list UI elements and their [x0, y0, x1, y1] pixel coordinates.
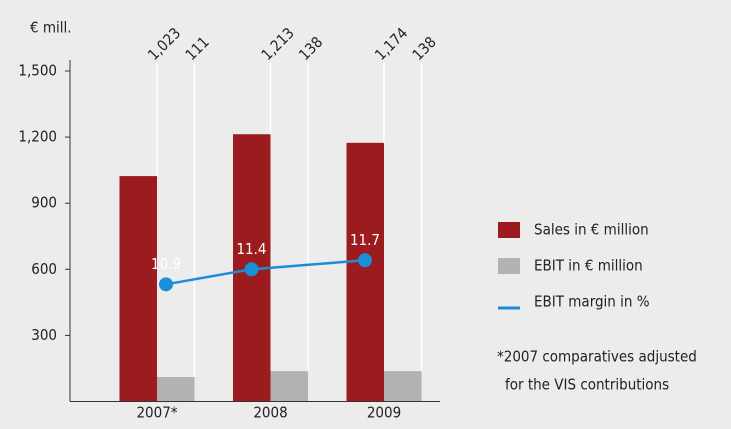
data-label: 11.4 [236, 240, 266, 258]
line-point [358, 253, 372, 268]
footnote: *2007 comparatives adjusted [497, 348, 697, 366]
y-axis-label: € mill. [30, 19, 72, 37]
y-tick-label: 300 [31, 326, 57, 344]
bar [270, 371, 308, 402]
data-label: 10.9 [151, 255, 181, 273]
bar [346, 142, 384, 402]
data-label: 11.7 [350, 231, 380, 249]
y-tick-label: 1,500 [18, 62, 57, 80]
legend-label: EBIT in € million [534, 257, 643, 275]
bar [157, 377, 195, 402]
line-point [244, 262, 259, 277]
x-tick-label: 2009 [367, 404, 401, 422]
y-tick-label: 600 [31, 260, 57, 278]
y-tick-label: 900 [31, 194, 57, 212]
legend-swatch [498, 258, 520, 274]
legend-swatch [498, 222, 520, 238]
footnote: for the VIS contributions [505, 376, 669, 394]
legend-label: Sales in € million [534, 221, 649, 239]
legend-label: EBIT margin in % [534, 293, 650, 311]
bar [119, 176, 157, 402]
y-tick-label: 1,200 [18, 128, 57, 146]
x-tick-label: 2007* [136, 404, 177, 422]
line-point [159, 277, 173, 292]
x-tick-label: 2008 [253, 404, 287, 422]
bar [384, 371, 422, 402]
